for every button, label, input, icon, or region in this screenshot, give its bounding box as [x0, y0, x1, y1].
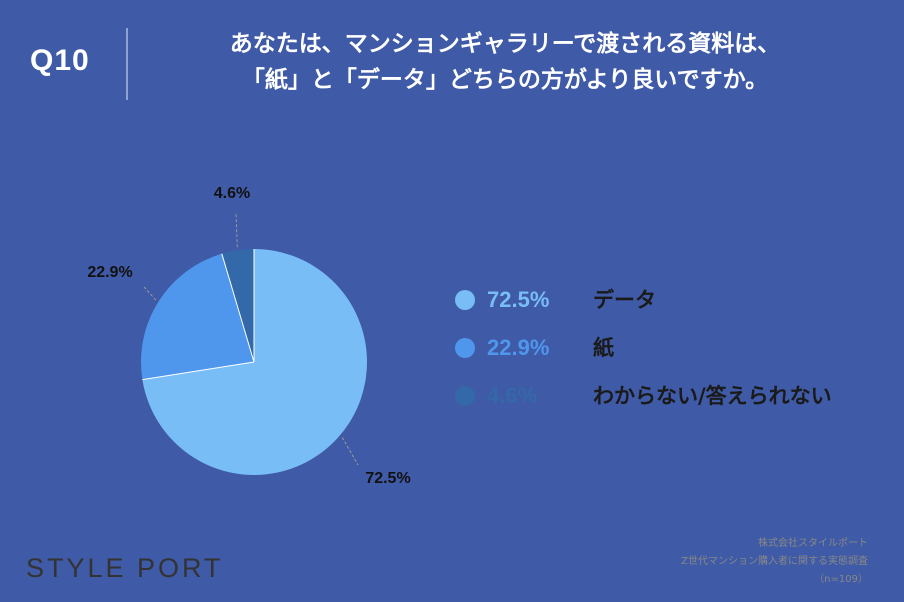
question-header: Q10 あなたは、マンションギャラリーで渡される資料は、 「紙」と「データ」どち… — [0, 0, 904, 130]
legend-dot — [455, 338, 475, 358]
question-number: Q10 — [30, 44, 90, 77]
source-line-1: 株式会社スタイルポート — [758, 538, 868, 549]
source-line-3: （n=109） — [814, 574, 868, 585]
question-line-1: あなたは、マンションギャラリーで渡される資料は、 — [229, 31, 781, 57]
legend-dot — [455, 290, 475, 310]
legend-dot — [455, 386, 475, 406]
pie-slice — [142, 249, 367, 476]
slice-data-label: 72.5% — [365, 470, 410, 487]
legend-value: 4.6% — [487, 383, 538, 408]
slice-data-label: 22.9% — [87, 264, 132, 281]
slice-separator — [221, 253, 255, 363]
company-logo: STYLE PORT — [26, 553, 224, 583]
header-divider — [126, 28, 128, 100]
question-text: あなたは、マンションギャラリーで渡される資料は、 「紙」と「データ」どちらの方が… — [135, 26, 875, 98]
legend-label: データ — [593, 288, 656, 312]
leader-line — [143, 286, 157, 301]
legend-label: わからない/答えられない — [593, 384, 832, 408]
legend-value: 72.5% — [487, 287, 550, 312]
source-note: 株式会社スタイルポート Z世代マンション購入者に関する実態調査 （n=109） — [681, 535, 868, 589]
question-line-2: 「紙」と「データ」どちらの方がより良いですか。 — [241, 67, 769, 93]
pie-slice — [141, 253, 254, 380]
slice-separator — [142, 361, 255, 381]
slice-data-label: 4.6% — [214, 185, 250, 202]
legend-value: 22.9% — [487, 335, 550, 360]
legend-label: 紙 — [593, 336, 614, 360]
leader-line — [235, 211, 238, 248]
leader-line — [341, 437, 359, 466]
source-line-2: Z世代マンション購入者に関する実態調査 — [681, 556, 868, 567]
